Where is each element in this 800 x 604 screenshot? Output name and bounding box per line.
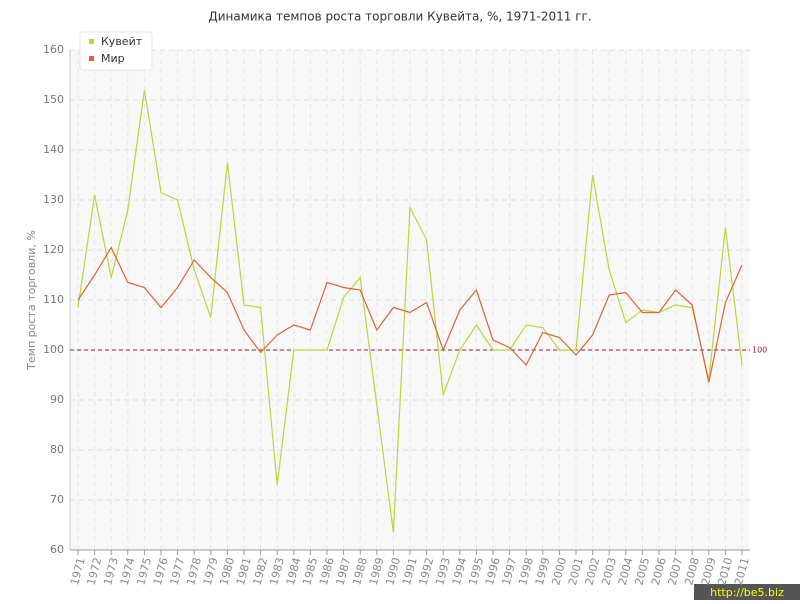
line-series	[77, 89, 743, 533]
reference-label: 100	[752, 346, 767, 355]
y-tick-label: 160	[43, 43, 64, 56]
y-tick-label: 60	[50, 543, 64, 556]
y-tick-label: 90	[50, 393, 64, 406]
legend-label: Кувейт	[101, 35, 143, 48]
y-tick-label: 140	[43, 143, 64, 156]
y-tick-label: 110	[43, 293, 64, 306]
chart-title: Динамика темпов роста торговли Кувейта, …	[208, 10, 591, 24]
y-tick-label: 70	[50, 493, 64, 506]
x-tick-label: 2011	[732, 556, 752, 586]
legend-swatch	[89, 56, 94, 61]
legend-label: Мир	[101, 52, 125, 65]
watermark: http://be5.biz	[710, 586, 784, 599]
y-tick-label: 150	[43, 93, 64, 106]
y-tick-label: 80	[50, 443, 64, 456]
y-tick-label: 130	[43, 193, 64, 206]
legend-box	[79, 31, 153, 71]
line-series	[77, 246, 743, 383]
watermark-background	[694, 584, 800, 600]
legend-swatch	[89, 39, 94, 44]
y-axis-title: Темп роста торговли, %	[25, 230, 38, 371]
y-tick-label: 100	[43, 343, 64, 356]
y-tick-label: 120	[43, 243, 64, 256]
